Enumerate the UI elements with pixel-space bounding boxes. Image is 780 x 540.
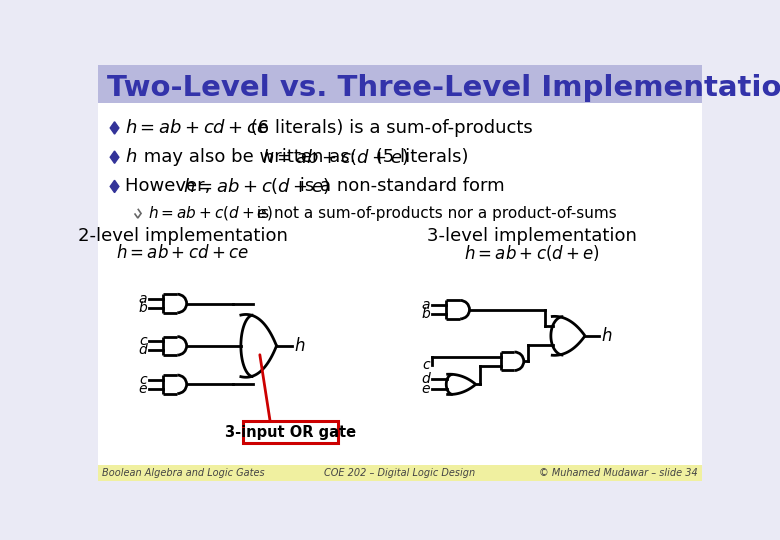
Text: $h = ab + c(d + e)$: $h = ab + c(d + e)$: [262, 147, 409, 167]
FancyBboxPatch shape: [98, 465, 702, 481]
Text: may also be written as:: may also be written as:: [138, 148, 361, 166]
Text: c: c: [140, 334, 147, 348]
Text: (6 literals) is a sum-of-products: (6 literals) is a sum-of-products: [245, 119, 533, 137]
FancyBboxPatch shape: [98, 65, 702, 103]
Text: © Muhamed Mudawar – slide 34: © Muhamed Mudawar – slide 34: [539, 468, 697, 478]
Text: a: a: [139, 292, 147, 306]
Polygon shape: [110, 151, 119, 164]
Text: d: d: [138, 343, 147, 357]
Text: $h$: $h$: [126, 148, 137, 166]
Text: 2-level implementation: 2-level implementation: [78, 227, 288, 245]
Text: $h = ab + c(d + e)$: $h = ab + c(d + e)$: [463, 242, 600, 262]
Polygon shape: [110, 180, 119, 193]
Text: d: d: [421, 373, 430, 386]
Text: $h$: $h$: [601, 327, 612, 345]
Text: b: b: [138, 301, 147, 315]
Text: Two-Level vs. Three-Level Implementation: Two-Level vs. Three-Level Implementation: [107, 74, 780, 102]
FancyBboxPatch shape: [243, 421, 338, 443]
Polygon shape: [110, 122, 119, 134]
Text: $h = ab + c(d + e)$: $h = ab + c(d + e)$: [183, 177, 330, 197]
Text: $h = ab + cd + ce$: $h = ab + cd + ce$: [116, 244, 249, 262]
FancyBboxPatch shape: [98, 103, 702, 465]
Text: c: c: [140, 373, 147, 387]
Text: c: c: [422, 358, 430, 372]
Text: a: a: [421, 298, 430, 312]
Text: Boolean Algebra and Logic Gates: Boolean Algebra and Logic Gates: [102, 468, 264, 478]
Text: 3-input OR gate: 3-input OR gate: [225, 424, 356, 440]
Text: e: e: [421, 382, 430, 396]
Text: is not a sum-of-products nor a product-of-sums: is not a sum-of-products nor a product-o…: [253, 206, 617, 221]
Text: b: b: [421, 307, 430, 321]
Text: $h$: $h$: [294, 337, 306, 355]
Text: $h = ab + cd + ce$: $h = ab + cd + ce$: [126, 119, 269, 137]
Text: COE 202 – Digital Logic Design: COE 202 – Digital Logic Design: [324, 468, 475, 478]
Text: $h = ab + c(d + e)$: $h = ab + c(d + e)$: [148, 205, 273, 222]
Text: e: e: [139, 382, 147, 396]
Text: (5 literals): (5 literals): [370, 148, 469, 166]
Text: is a non-standard form: is a non-standard form: [294, 178, 505, 195]
Text: 3-level implementation: 3-level implementation: [427, 227, 636, 245]
Text: However,: However,: [126, 178, 217, 195]
